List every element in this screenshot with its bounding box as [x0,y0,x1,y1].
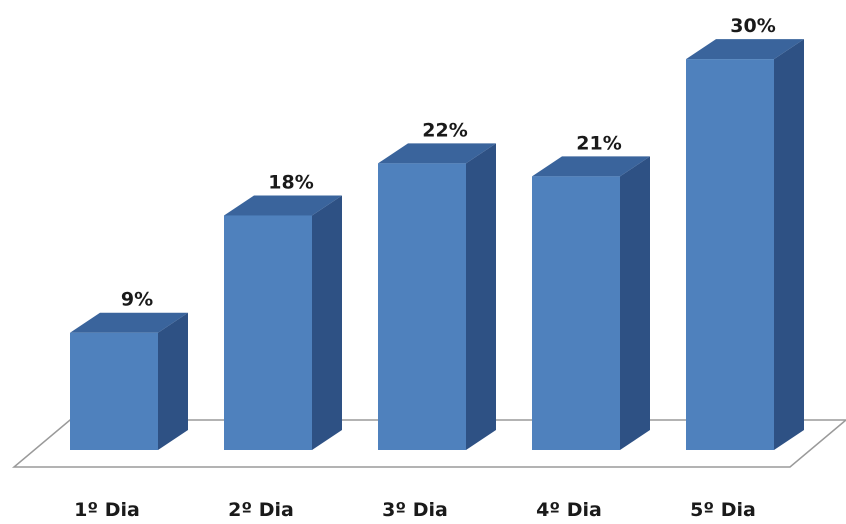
bar-front-face [70,332,158,450]
bar-top-face [378,143,496,164]
bar [224,195,342,450]
bar [686,39,804,450]
bar [70,312,188,450]
x-axis-tick-label: 3º Dia [382,499,448,521]
bar-front-face [532,176,620,450]
data-labels: 9% 18% 22% 21% 30% [121,15,776,311]
bar [378,143,496,450]
bar-top-face [224,195,342,216]
x-axis-tick-label: 5º Dia [690,499,756,521]
bar-front-face [378,163,466,450]
x-axis-tick-label: 1º Dia [74,499,140,521]
x-axis-tick-label: 4º Dia [536,499,602,521]
bar-top-face [686,39,804,60]
bar-top-face [532,156,650,177]
data-label: 22% [422,119,467,141]
bar-side-face [774,39,804,450]
bar-side-face [466,143,496,450]
data-label: 30% [730,15,775,37]
bar-side-face [158,312,188,450]
bar-side-face [620,156,650,450]
bar-series [70,39,804,450]
data-label: 21% [576,132,621,154]
bar [532,156,650,450]
data-label: 18% [268,171,313,193]
x-axis-tick-labels: 1º Dia 2º Dia 3º Dia 4º Dia 5º Dia [74,499,756,521]
bar-front-face [224,215,312,450]
bar-side-face [312,195,342,450]
bar-front-face [686,59,774,450]
x-axis-tick-label: 2º Dia [228,499,294,521]
data-label: 9% [121,289,153,311]
bar-top-face [70,312,188,333]
